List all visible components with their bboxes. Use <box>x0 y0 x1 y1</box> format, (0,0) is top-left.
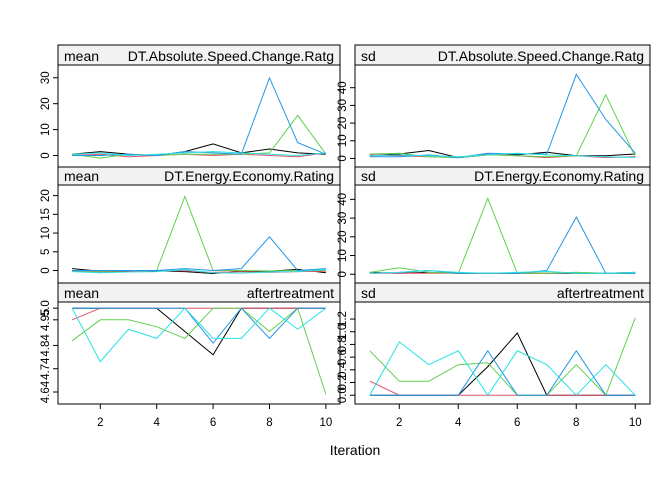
x-axis-title: Iteration <box>330 442 381 458</box>
panel-3-ytick-label: 20 <box>40 189 52 202</box>
panel-1-ytick-label: 0 <box>40 152 52 158</box>
panel-3-variable-label: DT.Energy.Economy.Rating <box>164 168 334 184</box>
panel-2-ytick-label: 20 <box>337 117 349 130</box>
panel-4-ytick-label: 40 <box>337 193 349 206</box>
panel-3-ytick-label: 5 <box>40 249 52 255</box>
panel-4-ytick-label: 30 <box>337 212 349 225</box>
panel-5-series-5-line <box>71 307 327 363</box>
panel-6-ytick-label: 1.0 <box>337 324 349 340</box>
panel-3-series-4-line <box>72 236 326 272</box>
panel-3-series-5-line <box>72 268 326 274</box>
panel-6-series-5-line <box>369 341 636 397</box>
panel-5-stat-label: mean <box>64 285 99 301</box>
panel-1-series-4-line <box>72 76 327 157</box>
panel-5-ytick-label: 4.95 <box>40 309 52 331</box>
panel-5-ytick-label: 4.84 <box>40 334 52 357</box>
panel-6-xtick-label: 4 <box>455 417 462 429</box>
panel-5-frame <box>57 301 341 405</box>
panel-4-ytick-label: 0 <box>337 271 349 277</box>
panel-5-series-3-line <box>71 307 327 395</box>
panel-6-xtick-label: 10 <box>629 417 642 429</box>
panel-6-series-3-line <box>369 317 636 397</box>
panel-1-ytick-label: 10 <box>40 123 52 136</box>
panel-6-ytick-label: 0.0 <box>337 387 349 403</box>
panel-6-series-2-line <box>369 380 636 396</box>
panel-4-series-3-line <box>369 197 636 274</box>
panel-5-series-1-line <box>72 307 326 356</box>
panel-2-frame <box>354 64 651 168</box>
panel-1-stat-label: mean <box>64 48 99 64</box>
panel-2-stat-label: sd <box>361 48 376 64</box>
panel-6-variable-label: aftertreatment <box>557 285 644 301</box>
panel-6-ytick-label: 0.8 <box>337 336 349 352</box>
panel-3-series-3-line <box>72 194 326 272</box>
panel-6-ytick-label: 0.6 <box>337 349 349 365</box>
panel-5-xtick-label: 2 <box>97 417 103 429</box>
panel-5-ytick-label: 4.74 <box>40 357 52 380</box>
panel-6-ytick-label: 0.2 <box>337 375 349 391</box>
panel-6-ytick-label: 1.2 <box>337 311 349 327</box>
panel-5-xtick-label: 6 <box>210 417 216 429</box>
panel-1-ytick-label: 30 <box>40 71 52 84</box>
panel-4-ytick-label: 20 <box>337 230 349 243</box>
panel-1-ytick-label: 20 <box>40 97 52 110</box>
panel-5-ytick-label: 4.64 <box>40 380 52 403</box>
panel-6-xtick-label: 6 <box>514 417 520 429</box>
panel-4-series-5-line <box>369 269 636 274</box>
panel-1-series-2-line <box>72 152 326 158</box>
panel-2-ytick-label: 40 <box>337 81 349 94</box>
panel-5-variable-label: aftertreatment <box>247 285 334 301</box>
panel-1-series-3-line <box>72 114 327 159</box>
panel-2-ytick-label: 10 <box>337 134 349 147</box>
panel-5-ytick-label: 5.0 <box>40 300 52 316</box>
panel-4-ytick-label: 10 <box>337 249 349 262</box>
panel-6-series-1-line <box>369 332 636 396</box>
panel-5-xtick-label: 4 <box>153 417 160 429</box>
panel-1-series-5-line <box>72 151 326 157</box>
panel-6-stat-label: sd <box>361 285 376 301</box>
panel-6-ytick-label: 0.4 <box>337 361 349 378</box>
panel-3-ytick-label: 0 <box>40 267 52 273</box>
panel-5-xtick-label: 8 <box>266 417 272 429</box>
panel-2-variable-label: DT.Absolute.Speed.Change.Ratg <box>438 48 644 64</box>
panel-2-ytick-label: 0 <box>337 155 349 161</box>
panel-4-frame <box>354 184 651 284</box>
panel-6-xtick-label: 8 <box>573 417 579 429</box>
panel-1-series-1-line <box>72 143 326 157</box>
panel-3-stat-label: mean <box>64 168 99 184</box>
panel-4-stat-label: sd <box>361 168 376 184</box>
panel-3-ytick-label: 15 <box>40 208 52 221</box>
panel-2-series-5-line <box>369 152 636 159</box>
panel-3-ytick-label: 10 <box>40 227 52 240</box>
panel-1-variable-label: DT.Absolute.Speed.Change.Ratg <box>128 48 334 64</box>
panel-2-ytick-label: 30 <box>337 99 349 112</box>
panel-4-series-4-line <box>369 216 636 274</box>
panel-4-variable-label: DT.Energy.Economy.Rating <box>474 168 644 184</box>
panel-5-xtick-label: 10 <box>320 417 333 429</box>
panel-5-series-4-line <box>72 307 326 344</box>
panel-6-frame <box>354 301 651 405</box>
panel-6-xtick-label: 2 <box>396 417 402 429</box>
